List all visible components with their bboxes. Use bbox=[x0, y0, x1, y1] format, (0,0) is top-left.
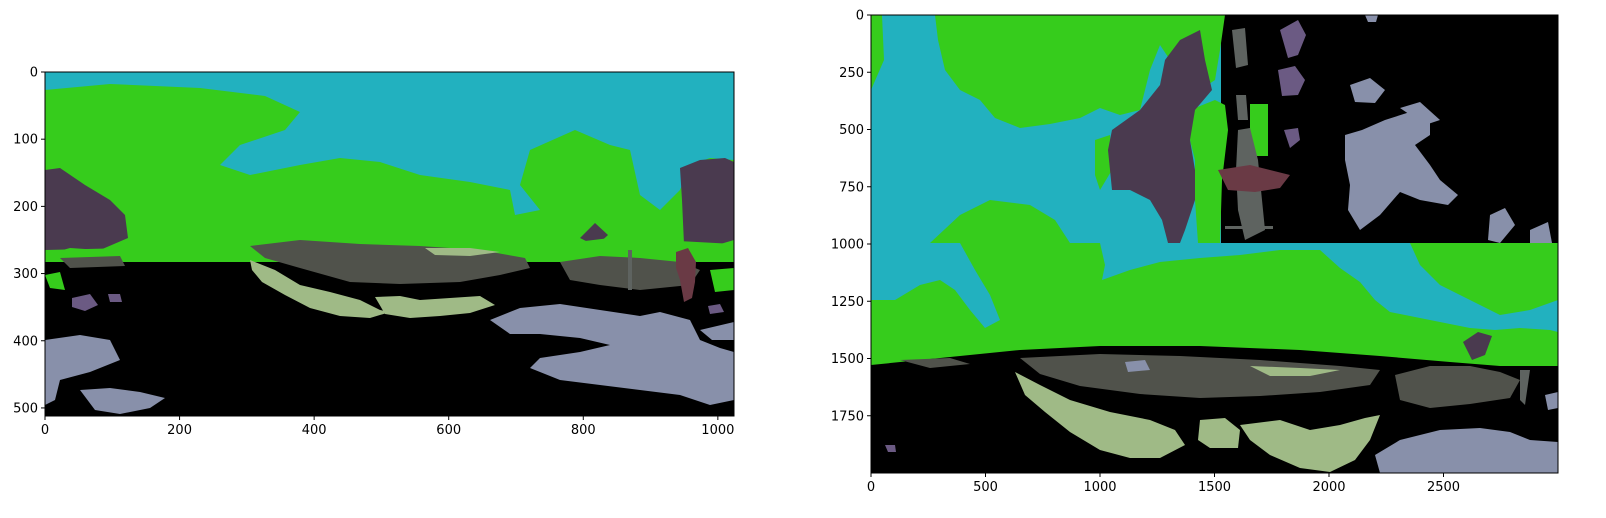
left-segmentation-ytick-label: 0 bbox=[30, 66, 38, 81]
right-segmentation-xtick-label: 500 bbox=[973, 480, 998, 495]
left-segmentation-xtick-label: 200 bbox=[167, 423, 192, 438]
right-segmentation-ytick-label: 1750 bbox=[831, 409, 864, 424]
right-segmentation-ytick-label: 1250 bbox=[831, 295, 864, 310]
left-segmentation-ytick-label: 200 bbox=[13, 200, 38, 215]
right-segmentation-bottom bbox=[871, 243, 1558, 473]
right-segmentation-xtick-label: 2000 bbox=[1312, 480, 1345, 495]
left-segmentation-xtick-label: 400 bbox=[302, 423, 327, 438]
right-segmentation-ytick-label: 750 bbox=[839, 180, 864, 195]
right-segmentation-ytick-label: 1000 bbox=[831, 238, 864, 253]
right-panel bbox=[871, 15, 1558, 473]
left-segmentation-xtick-label: 1000 bbox=[701, 423, 734, 438]
left-segmentation-ytick-label: 300 bbox=[13, 267, 38, 282]
left-segmentation-ytick-label: 500 bbox=[13, 401, 38, 416]
right-segmentation-ytick-label: 0 bbox=[856, 9, 864, 24]
right-segmentation-ytick-label: 250 bbox=[839, 66, 864, 81]
left-panel bbox=[45, 72, 734, 416]
right-segmentation-xtick-label: 1000 bbox=[1083, 480, 1116, 495]
right-segmentation-xtick-label: 0 bbox=[867, 480, 875, 495]
right-segmentation-ytick-label: 1500 bbox=[831, 352, 864, 367]
left-segmentation-ytick-label: 100 bbox=[13, 133, 38, 148]
right-segmentation-ytick-label: 500 bbox=[839, 123, 864, 138]
left-segmentation-xtick-label: 0 bbox=[41, 423, 49, 438]
left-segmentation-image bbox=[45, 72, 734, 416]
right-segmentation-xtick-label: 1500 bbox=[1198, 480, 1231, 495]
left-segmentation-xtick-label: 600 bbox=[436, 423, 461, 438]
left-segmentation-xtick-label: 800 bbox=[571, 423, 596, 438]
right-segmentation-top bbox=[871, 15, 1558, 243]
right-segmentation-xtick-label: 2500 bbox=[1427, 480, 1460, 495]
left-segmentation-ytick-label: 400 bbox=[13, 334, 38, 349]
